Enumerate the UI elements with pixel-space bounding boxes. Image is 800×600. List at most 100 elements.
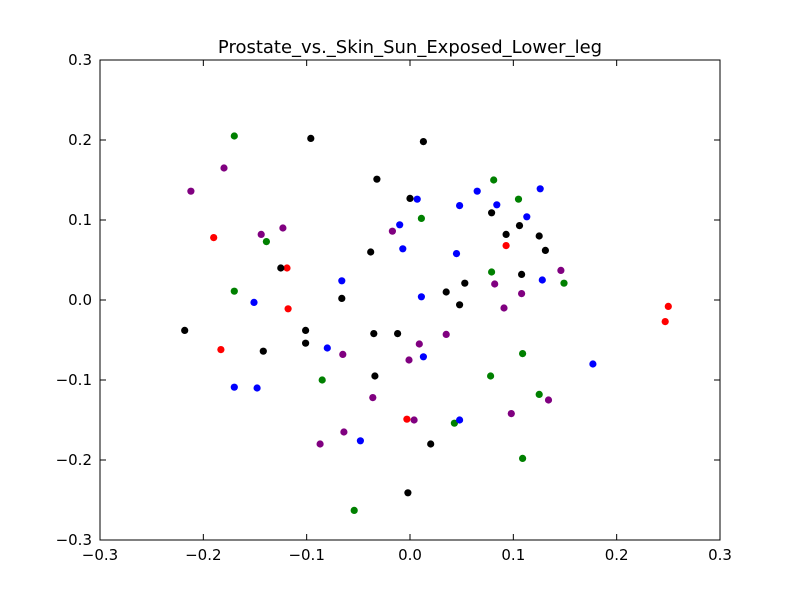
scatter-point xyxy=(536,185,544,193)
scatter-point xyxy=(339,350,347,358)
scatter-point xyxy=(410,416,418,424)
scatter-point xyxy=(519,454,527,462)
scatter-point xyxy=(450,419,458,427)
scatter-point xyxy=(371,372,379,380)
scatter-point xyxy=(507,410,515,418)
scatter-point xyxy=(417,214,425,222)
scatter-point xyxy=(369,394,377,402)
scatter-point xyxy=(406,194,414,202)
scatter-point xyxy=(493,201,501,209)
scatter-point xyxy=(523,213,531,221)
scatter-point xyxy=(217,346,225,354)
scatter-point xyxy=(452,250,461,258)
scatter-point xyxy=(487,372,495,380)
scatter-point xyxy=(338,294,346,302)
chart-title: Prostate_vs._Skin_Sun_Exposed_Lower_leg xyxy=(218,37,602,58)
y-tick-label: −0.2 xyxy=(56,451,92,469)
y-tick-label: 0.1 xyxy=(68,211,92,229)
scatter-point xyxy=(340,428,348,436)
scatter-point xyxy=(538,276,546,284)
scatter-point xyxy=(664,302,672,310)
scatter-point xyxy=(350,506,358,514)
scatter-point xyxy=(181,326,189,334)
scatter-point xyxy=(318,376,326,384)
scatter-point xyxy=(250,298,258,306)
scatter-point xyxy=(284,305,292,313)
y-tick-label: 0.2 xyxy=(68,131,92,149)
scatter-point xyxy=(560,279,568,287)
scatter-point xyxy=(413,195,421,203)
scatter-point xyxy=(259,347,267,355)
scatter-point xyxy=(367,248,375,256)
scatter-point xyxy=(442,330,450,338)
scatter-point xyxy=(427,440,435,448)
scatter-point xyxy=(323,344,331,352)
scatter-point xyxy=(500,304,508,312)
x-tick-label: −0.3 xyxy=(82,546,118,564)
scatter-point xyxy=(488,209,496,217)
scatter-point xyxy=(399,245,407,253)
scatter-point xyxy=(257,230,265,238)
scatter-point xyxy=(502,242,510,250)
scatter-point xyxy=(544,396,553,404)
scatter-point xyxy=(473,187,481,195)
scatter-point xyxy=(514,195,523,203)
scatter-point xyxy=(415,340,423,348)
scatter-point xyxy=(356,437,364,445)
scatter-point xyxy=(456,416,464,424)
x-tick-label: 0.2 xyxy=(605,546,629,564)
x-tick-label: 0.3 xyxy=(708,546,732,564)
scatter-point xyxy=(316,440,324,448)
scatter-point xyxy=(396,221,404,229)
scatter-point xyxy=(419,353,427,361)
scatter-point xyxy=(210,234,218,242)
scatter-point xyxy=(419,138,427,146)
scatter-point xyxy=(661,318,669,326)
scatter-point xyxy=(388,227,396,235)
scatter-point xyxy=(535,232,543,240)
scatter-point xyxy=(307,134,315,142)
scatter-point xyxy=(373,175,381,183)
scatter-point xyxy=(557,266,565,274)
scatter-point xyxy=(338,277,346,285)
scatter-point xyxy=(253,384,261,392)
scatter-point xyxy=(519,350,527,358)
scatter-point xyxy=(461,279,469,287)
scatter-point xyxy=(535,390,543,398)
scatter-point xyxy=(279,224,287,232)
y-tick-label: −0.1 xyxy=(56,371,92,389)
scatter-point xyxy=(283,264,291,272)
scatter-point xyxy=(394,330,402,338)
x-tick-label: −0.1 xyxy=(288,546,324,564)
scatter-point xyxy=(262,238,270,246)
y-tick-label: 0.0 xyxy=(68,291,92,309)
scatter-point xyxy=(230,383,238,391)
scatter-point xyxy=(230,287,238,295)
scatter-point xyxy=(187,187,195,195)
scatter-point xyxy=(518,270,526,278)
scatter-point xyxy=(403,415,411,423)
scatter-point xyxy=(541,246,550,254)
scatter-point xyxy=(405,356,413,364)
scatter-point xyxy=(277,264,285,272)
scatter-point xyxy=(417,293,425,301)
scatter-point xyxy=(488,268,496,276)
points-layer xyxy=(181,132,672,514)
scatter-point xyxy=(491,280,499,288)
scatter-point xyxy=(370,330,378,338)
scatter-point xyxy=(302,326,310,334)
scatter-point xyxy=(230,132,238,140)
scatter-point xyxy=(589,360,597,368)
scatter-point xyxy=(456,301,464,309)
scatter-point xyxy=(490,176,498,184)
y-tick-label: 0.3 xyxy=(68,51,92,69)
x-tick-label: −0.2 xyxy=(185,546,221,564)
x-tick-label: 0.1 xyxy=(501,546,525,564)
y-tick-label: −0.3 xyxy=(56,531,92,549)
scatter-point xyxy=(404,489,412,497)
scatter-point xyxy=(302,339,310,347)
axes-layer: −0.3 −0.2 −0.1 0.0 0.1 0.2 0.3 −0.3 −0.2 −0.1 0.0 0… xyxy=(56,51,732,564)
